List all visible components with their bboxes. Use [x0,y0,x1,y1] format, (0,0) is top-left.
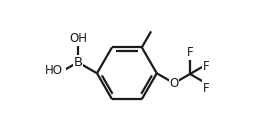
Text: F: F [187,46,193,59]
Text: F: F [203,60,210,73]
Text: F: F [203,82,210,95]
Text: OH: OH [69,32,87,45]
Text: HO: HO [45,64,63,77]
Text: O: O [169,77,179,90]
Text: B: B [73,56,83,69]
